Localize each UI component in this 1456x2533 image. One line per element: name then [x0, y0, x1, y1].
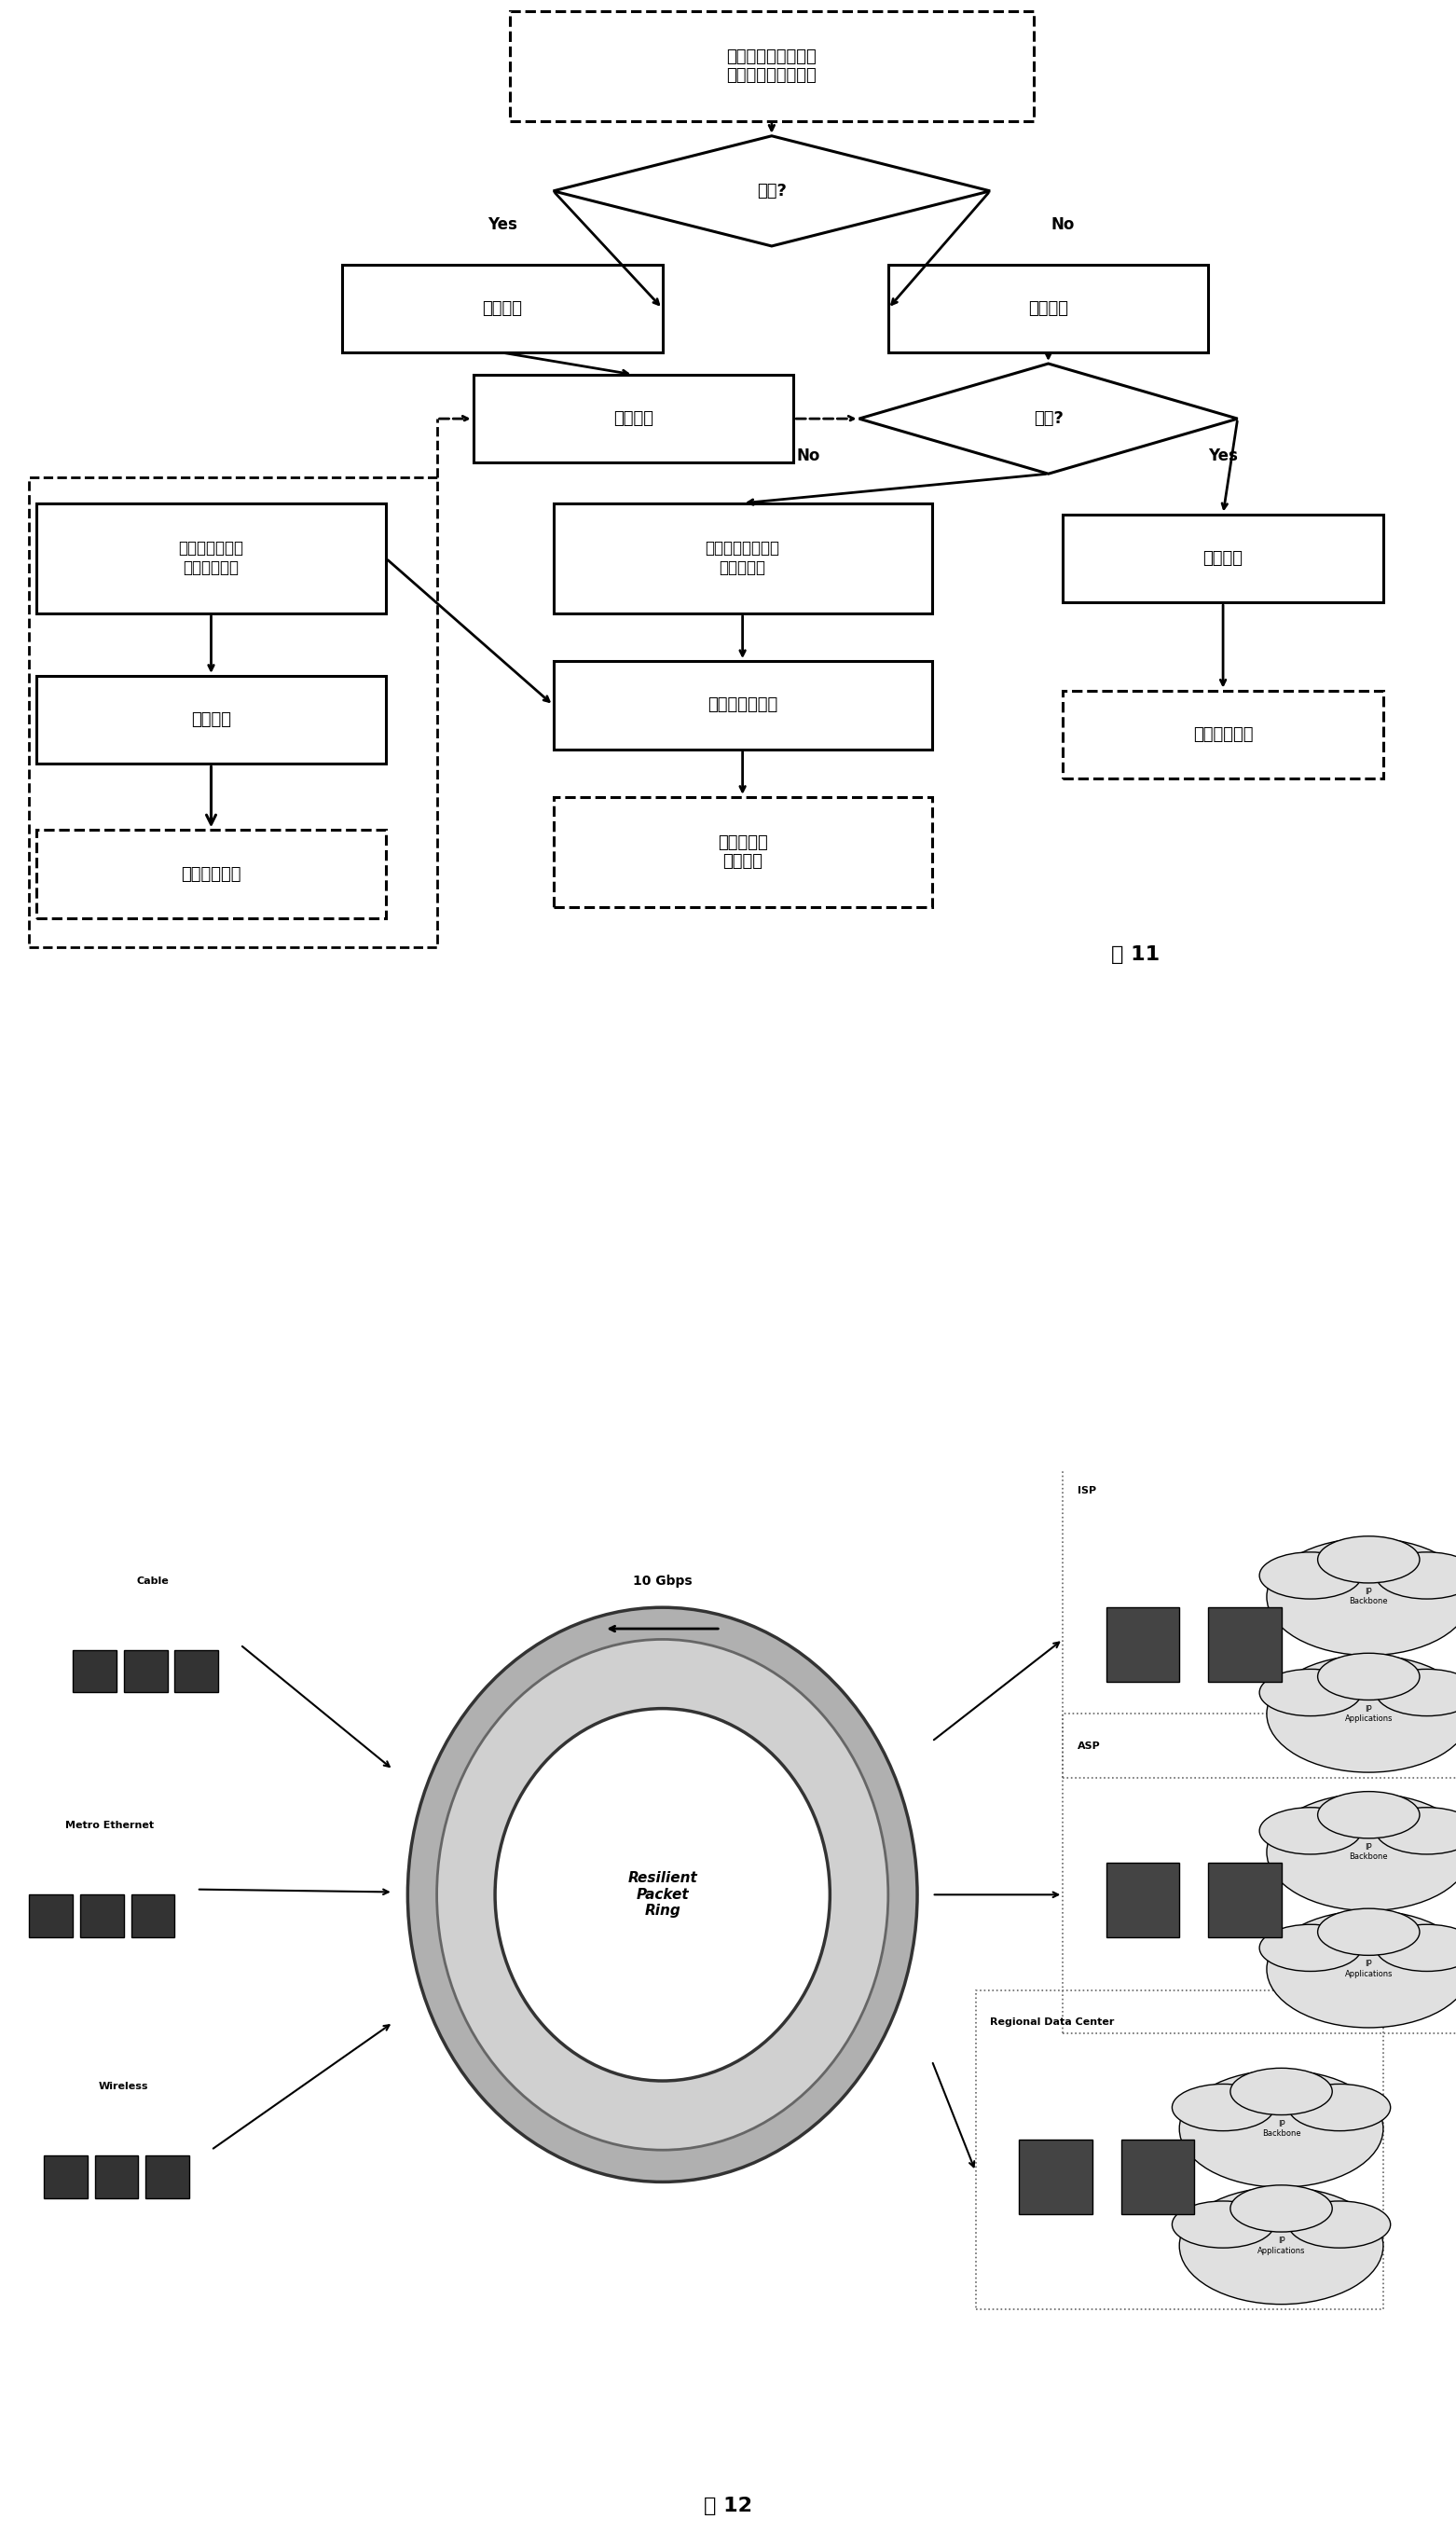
FancyBboxPatch shape — [888, 263, 1208, 352]
Text: Wireless: Wireless — [99, 2082, 149, 2090]
FancyBboxPatch shape — [1107, 1608, 1179, 1682]
Text: IP
Applications: IP Applications — [1345, 1705, 1392, 1722]
Text: 下路?: 下路? — [1034, 410, 1063, 428]
Text: 10 Gbps: 10 Gbps — [633, 1576, 692, 1588]
Ellipse shape — [1230, 2186, 1332, 2232]
Text: 全光缓存: 全光缓存 — [1028, 299, 1069, 317]
FancyBboxPatch shape — [1019, 2140, 1092, 2214]
FancyBboxPatch shape — [175, 1649, 218, 1692]
Text: Cable: Cable — [137, 1576, 169, 1586]
FancyBboxPatch shape — [510, 10, 1034, 122]
Ellipse shape — [1259, 1553, 1361, 1598]
Text: 去下游节点
的数据帧: 去下游节点 的数据帧 — [718, 833, 767, 871]
FancyBboxPatch shape — [553, 661, 932, 750]
FancyBboxPatch shape — [36, 504, 386, 613]
Text: 下路的数据帧: 下路的数据帧 — [1192, 727, 1254, 742]
Text: Yes: Yes — [1208, 446, 1238, 464]
FancyBboxPatch shape — [553, 798, 932, 907]
Ellipse shape — [1179, 2189, 1383, 2305]
FancyBboxPatch shape — [553, 504, 932, 613]
FancyBboxPatch shape — [124, 1649, 167, 1692]
FancyBboxPatch shape — [73, 1649, 116, 1692]
Text: 读写可控制的双环
全光缓存器: 读写可控制的双环 全光缓存器 — [705, 540, 780, 578]
Ellipse shape — [437, 1639, 888, 2151]
Text: Yes: Yes — [488, 215, 517, 233]
Text: IP
Applications: IP Applications — [1345, 1961, 1392, 1978]
Polygon shape — [553, 137, 990, 246]
Ellipse shape — [1376, 1553, 1456, 1598]
FancyBboxPatch shape — [80, 1895, 124, 1938]
Ellipse shape — [1259, 1669, 1361, 1715]
FancyBboxPatch shape — [1107, 1862, 1179, 1938]
Text: No: No — [796, 446, 820, 464]
Text: 电光转换: 电光转换 — [191, 712, 232, 730]
Text: 帧头?: 帧头? — [757, 182, 786, 200]
FancyBboxPatch shape — [146, 2156, 189, 2199]
FancyBboxPatch shape — [95, 2156, 138, 2199]
FancyBboxPatch shape — [29, 1895, 73, 1938]
FancyBboxPatch shape — [36, 676, 386, 765]
Text: ASP: ASP — [1077, 1740, 1101, 1750]
Ellipse shape — [1267, 1657, 1456, 1773]
Text: 弹性分组环网络输入
到节点的光数据帧帧: 弹性分组环网络输入 到节点的光数据帧帧 — [727, 48, 817, 84]
FancyBboxPatch shape — [342, 263, 662, 352]
Text: No: No — [1051, 215, 1075, 233]
Text: Metro Ethernet: Metro Ethernet — [66, 1821, 153, 1831]
Ellipse shape — [1318, 1907, 1420, 1955]
Ellipse shape — [1267, 1910, 1456, 2026]
FancyBboxPatch shape — [1063, 692, 1383, 778]
Text: IP
Backbone: IP Backbone — [1262, 2120, 1300, 2138]
Text: 控制算法: 控制算法 — [613, 410, 654, 428]
Ellipse shape — [1318, 1535, 1420, 1583]
Ellipse shape — [1376, 1809, 1456, 1854]
FancyBboxPatch shape — [1063, 514, 1383, 603]
Text: Regional Data Center: Regional Data Center — [990, 2019, 1114, 2026]
Ellipse shape — [1376, 1925, 1456, 1971]
Ellipse shape — [1376, 1669, 1456, 1715]
Text: Resilient
Packet
Ring: Resilient Packet Ring — [628, 1872, 697, 1917]
Text: IP
Backbone: IP Backbone — [1350, 1588, 1388, 1606]
FancyBboxPatch shape — [1121, 2140, 1194, 2214]
FancyBboxPatch shape — [473, 375, 794, 464]
Ellipse shape — [495, 1710, 830, 2082]
Ellipse shape — [1172, 2085, 1274, 2130]
Ellipse shape — [1179, 2069, 1383, 2189]
Ellipse shape — [1289, 2085, 1390, 2130]
Text: IP
Applications: IP Applications — [1258, 2237, 1305, 2254]
Ellipse shape — [1267, 1538, 1456, 1657]
FancyBboxPatch shape — [36, 831, 386, 919]
Ellipse shape — [1318, 1654, 1420, 1700]
Text: 光电转换: 光电转换 — [482, 299, 523, 317]
FancyBboxPatch shape — [44, 2156, 87, 2199]
Text: 图 12: 图 12 — [703, 2498, 753, 2515]
Polygon shape — [859, 365, 1238, 474]
FancyBboxPatch shape — [1208, 1608, 1281, 1682]
Ellipse shape — [1259, 1925, 1361, 1971]
FancyBboxPatch shape — [1208, 1862, 1281, 1938]
Ellipse shape — [1289, 2201, 1390, 2247]
Ellipse shape — [1259, 1809, 1361, 1854]
Ellipse shape — [1172, 2201, 1274, 2247]
Ellipse shape — [1230, 2067, 1332, 2115]
Text: ISP: ISP — [1077, 1487, 1096, 1494]
Ellipse shape — [1267, 1793, 1456, 1910]
Text: 图 11: 图 11 — [1111, 945, 1160, 965]
Text: IP
Backbone: IP Backbone — [1350, 1844, 1388, 1862]
Text: 数据合路与发送: 数据合路与发送 — [708, 697, 778, 714]
Text: 上路的数据帧: 上路的数据帧 — [181, 866, 242, 881]
Ellipse shape — [1318, 1791, 1420, 1839]
Ellipse shape — [408, 1608, 917, 2181]
Text: 光电转换: 光电转换 — [1203, 550, 1243, 567]
Text: 读写可控制的双
环全光缓存器: 读写可控制的双 环全光缓存器 — [179, 540, 243, 578]
FancyBboxPatch shape — [131, 1895, 175, 1938]
